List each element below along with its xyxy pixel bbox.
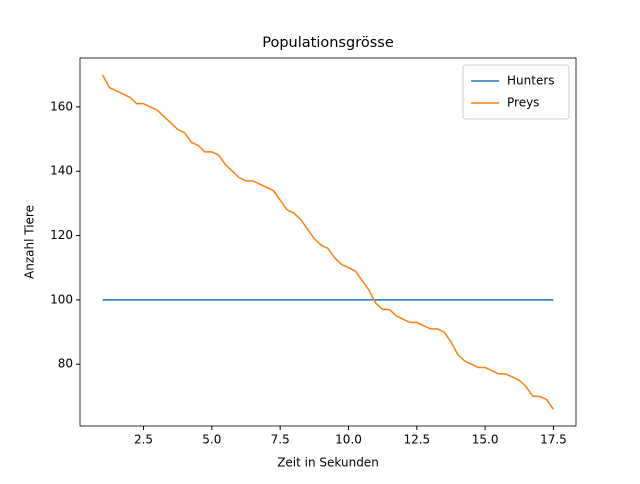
- x-axis-label: Zeit in Sekunden: [277, 456, 379, 470]
- y-tick-label: 80: [58, 357, 73, 371]
- x-tick-label: 7.5: [271, 433, 290, 447]
- x-tick-label: 17.5: [540, 433, 567, 447]
- x-tick-label: 2.5: [134, 433, 153, 447]
- x-tick-label: 5.0: [202, 433, 221, 447]
- chart-title: Populationsgrösse: [262, 35, 394, 51]
- x-tick-label: 10.0: [335, 433, 362, 447]
- x-tick-label: 12.5: [403, 433, 430, 447]
- y-tick-label: 120: [50, 228, 73, 242]
- y-tick-label: 100: [50, 292, 73, 306]
- legend-label: Preys: [507, 96, 539, 110]
- y-axis-label: Anzahl Tiere: [23, 205, 37, 279]
- x-tick-label: 15.0: [472, 433, 499, 447]
- legend-box: [462, 64, 570, 120]
- plot-frame: [79, 57, 577, 427]
- legend-label: Hunters: [507, 74, 555, 88]
- y-tick-label: 140: [50, 164, 73, 178]
- y-tick-label: 160: [50, 99, 73, 113]
- series-line: [101, 74, 555, 410]
